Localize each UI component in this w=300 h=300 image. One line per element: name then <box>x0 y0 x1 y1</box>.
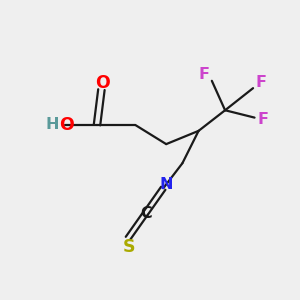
Text: C: C <box>140 206 152 221</box>
Text: O: O <box>60 116 74 134</box>
Text: H: H <box>46 118 59 133</box>
Text: O: O <box>95 74 110 92</box>
Text: F: F <box>256 75 267 90</box>
Text: N: N <box>159 177 173 192</box>
Text: S: S <box>122 238 135 256</box>
Text: F: F <box>198 67 209 82</box>
Text: F: F <box>258 112 269 128</box>
